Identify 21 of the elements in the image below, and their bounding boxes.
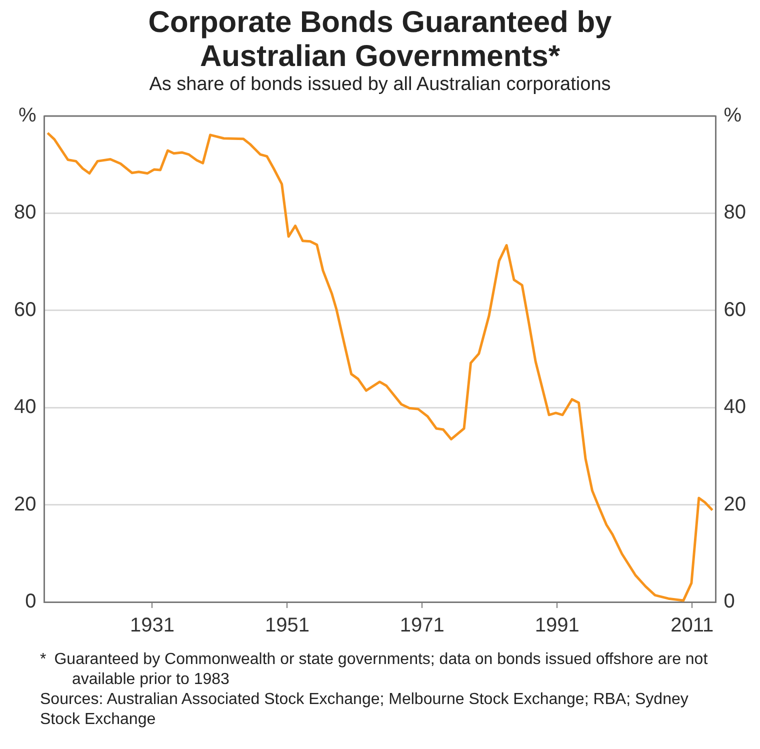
source-note: Sources: Australian Associated Stock Exchange; Melbourne Stock Exchange; RBA; Sydney Stock Exchange: [40, 690, 690, 730]
y-tick-label: 40: [14, 396, 36, 418]
x-tick-label: 1971: [400, 614, 444, 637]
y2-tick-label: 20: [724, 493, 746, 516]
y-tick-label: %: [18, 104, 36, 127]
chart-subtitle: As share of bonds issued by all Australian corporations: [148, 74, 612, 96]
y2-tick-label: %: [724, 104, 742, 127]
x-tick-label: 1951: [264, 614, 310, 637]
y2-tick-label: 80: [724, 202, 746, 224]
y2-tick-label: 0: [724, 590, 735, 613]
x-tick-label: 2011: [670, 614, 714, 637]
chart-title: Corporate Bonds Guaranteed by Australian Governments*: [147, 6, 613, 74]
y2-tick-label: 40: [724, 396, 746, 418]
y-tick-label: 0: [25, 590, 36, 613]
x-tick-label: 1931: [130, 614, 174, 637]
y-tick-label: 20: [14, 493, 36, 516]
y-tick-label: 80: [14, 202, 36, 224]
text: * Guaranteed by Commonwealth or state governments; data on bonds issued offshore are not available prior to 1983: [40, 650, 709, 690]
y2-tick-label: 60: [724, 298, 746, 321]
x-tick-label: 1991: [534, 614, 580, 637]
y-tick-label: 60: [14, 298, 36, 321]
